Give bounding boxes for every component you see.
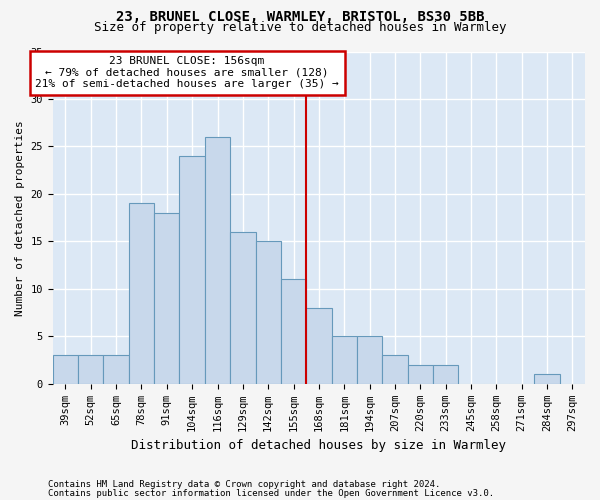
Bar	[535, 374, 560, 384]
Bar	[53, 356, 78, 384]
Text: Contains public sector information licensed under the Open Government Licence v3: Contains public sector information licen…	[48, 488, 494, 498]
Bar	[306, 308, 332, 384]
Bar	[407, 365, 433, 384]
Bar	[256, 242, 281, 384]
Bar	[179, 156, 205, 384]
Bar	[205, 137, 230, 384]
Bar	[230, 232, 256, 384]
Bar	[281, 280, 306, 384]
Text: 23, BRUNEL CLOSE, WARMLEY, BRISTOL, BS30 5BB: 23, BRUNEL CLOSE, WARMLEY, BRISTOL, BS30…	[116, 10, 484, 24]
X-axis label: Distribution of detached houses by size in Warmley: Distribution of detached houses by size …	[131, 440, 506, 452]
Bar	[382, 356, 407, 384]
Bar	[154, 213, 179, 384]
Text: Size of property relative to detached houses in Warmley: Size of property relative to detached ho…	[94, 21, 506, 34]
Bar	[129, 204, 154, 384]
Bar	[357, 336, 382, 384]
Text: Contains HM Land Registry data © Crown copyright and database right 2024.: Contains HM Land Registry data © Crown c…	[48, 480, 440, 489]
Text: 23 BRUNEL CLOSE: 156sqm
← 79% of detached houses are smaller (128)
21% of semi-d: 23 BRUNEL CLOSE: 156sqm ← 79% of detache…	[35, 56, 339, 90]
Y-axis label: Number of detached properties: Number of detached properties	[15, 120, 25, 316]
Bar	[433, 365, 458, 384]
Bar	[103, 356, 129, 384]
Bar	[78, 356, 103, 384]
Bar	[332, 336, 357, 384]
